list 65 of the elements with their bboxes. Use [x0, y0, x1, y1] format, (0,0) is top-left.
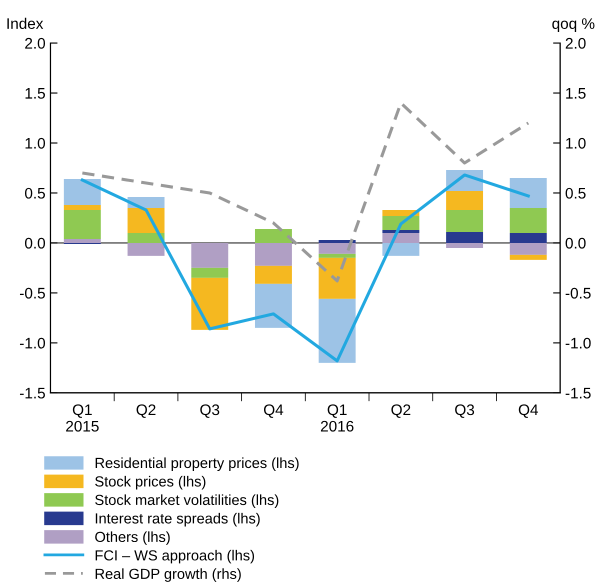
x-tick-label: Q3	[455, 404, 474, 418]
x-tick-label: Q1 2015	[66, 404, 99, 432]
y-tick-label: 1.0	[26, 138, 46, 149]
bar	[382, 232, 420, 243]
y2-axis-title: qoq %	[552, 18, 594, 32]
y2-tick-label: 1.0	[566, 138, 586, 149]
legend-label: FCI – WS approach (lhs)	[96, 550, 254, 564]
legend-label: Others (lhs)	[95, 531, 170, 545]
bar	[128, 232, 165, 243]
legend-label: Stock market volatilities (lhs)	[95, 494, 278, 508]
x-tick-label: Q3	[200, 404, 220, 418]
bar	[318, 240, 356, 243]
y2-tick-label: 0.0	[566, 238, 586, 249]
y2-tick-label: -1.0	[566, 338, 591, 349]
x-tick-label: Q4	[518, 404, 538, 418]
x-tick-label: Q4	[264, 404, 284, 418]
bar	[446, 232, 484, 243]
bar	[128, 242, 165, 256]
bar	[191, 268, 228, 278]
bar	[510, 208, 547, 233]
bar	[64, 204, 101, 210]
y-tick-label: 0.5	[24, 188, 45, 199]
bar	[64, 238, 101, 243]
bar	[64, 178, 101, 205]
y2-tick-label: 1.5	[566, 88, 586, 99]
y-axis-title: Index	[7, 18, 44, 29]
bar	[510, 232, 547, 243]
y-tick-label: -1.0	[20, 338, 46, 349]
y-tick-label: -0.5	[20, 288, 45, 299]
y2-tick-label: 0.5	[566, 188, 586, 199]
line-series	[80, 102, 530, 282]
bar	[446, 242, 484, 248]
y2-tick-label: 2.0	[566, 38, 586, 49]
bar	[64, 210, 101, 239]
y-tick-label: 0.0	[24, 238, 46, 249]
bar	[382, 242, 420, 256]
y2-tick-label: -1.5	[566, 388, 591, 399]
bar	[191, 278, 228, 330]
bar	[510, 178, 547, 208]
y-tick-label: 1.5	[26, 88, 45, 99]
bar	[254, 228, 292, 243]
bar	[382, 230, 420, 233]
legend-label: Stock prices (lhs)	[95, 476, 206, 490]
bar	[254, 242, 292, 266]
bar	[446, 210, 484, 232]
bar	[254, 266, 292, 284]
legend-label: Interest rate spreads (lhs)	[96, 512, 260, 526]
bar	[510, 242, 547, 255]
y-tick-label: -1.5	[20, 388, 45, 399]
x-tick-label: Q1 2016	[320, 404, 354, 432]
bar	[510, 254, 547, 260]
y2-tick-label: -0.5	[566, 288, 591, 299]
x-tick-label: Q2	[391, 404, 410, 418]
y-tick-label: 2.0	[25, 38, 46, 49]
legend-label: Residential property prices (lhs)	[96, 457, 299, 471]
line-series	[80, 173, 530, 362]
bar	[318, 258, 356, 299]
bar	[318, 242, 356, 254]
bar	[446, 190, 484, 210]
bar	[318, 298, 356, 363]
x-tick-label: Q2	[136, 404, 156, 418]
bar	[318, 254, 356, 258]
legend-label: Real GDP growth (rhs)	[96, 568, 241, 582]
bar	[254, 284, 292, 328]
bar	[191, 242, 228, 268]
